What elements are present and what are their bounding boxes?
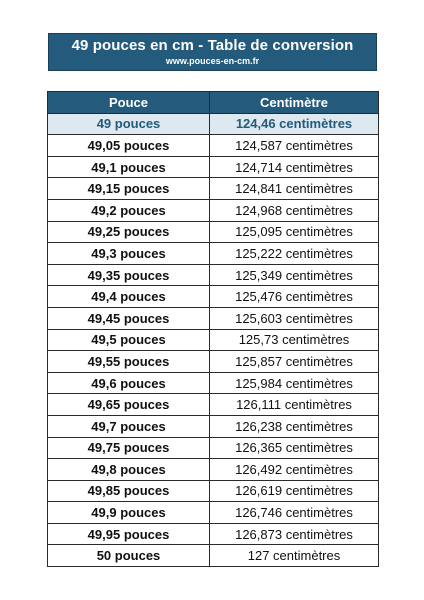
table-row: 49,6 pouces 125,984 centimètres [47, 371, 379, 395]
inch-value-cell: 49,4 pouces [47, 285, 210, 308]
cm-value-cell: 124,587 centimètres [209, 134, 379, 157]
cm-value-cell: 126,492 centimètres [209, 458, 379, 481]
cm-value-cell: 126,238 centimètres [209, 414, 379, 438]
inch-value-cell: 49,85 pouces [47, 479, 210, 503]
cm-value-cell: 126,111 centimètres [209, 393, 379, 416]
cm-value-cell: 126,619 centimètres [209, 479, 379, 503]
page-title: 49 pouces en cm - Table de conversion [71, 37, 354, 54]
table-row: 49,85 pouces 126,619 centimètres [47, 479, 379, 503]
cm-value-cell: 125,222 centimètres [209, 242, 379, 265]
conversion-table: Pouce Centimètre 49 pouces 124,46 centimè… [47, 91, 379, 568]
table-row: 49,35 pouces 125,349 centimètres [47, 263, 379, 287]
cm-value-cell: 125,73 centimètres [209, 328, 379, 352]
cm-value-cell: 124,968 centimètres [209, 198, 379, 222]
table-row: 49,3 pouces 125,222 centimètres [47, 242, 379, 265]
column-header-inch: Pouce [47, 91, 210, 114]
table-row: 49,7 pouces 126,238 centimètres [47, 414, 379, 438]
table-header-row: Pouce Centimètre [47, 91, 379, 114]
cm-value-cell: 124,841 centimètres [209, 177, 379, 200]
cm-value-cell: 125,349 centimètres [209, 263, 379, 287]
inch-value-cell: 49,6 pouces [47, 371, 210, 395]
inch-value-cell: 49,9 pouces [47, 501, 210, 524]
table-row: 49,05 pouces 124,587 centimètres [47, 134, 379, 157]
table-row: 49,8 pouces 126,492 centimètres [47, 458, 379, 481]
table-row: 49,65 pouces 126,111 centimètres [47, 393, 379, 416]
inch-value-cell: 49,05 pouces [47, 134, 210, 157]
table-row: 49,4 pouces 125,476 centimètres [47, 285, 379, 308]
inch-value-cell: 49 pouces [47, 112, 210, 136]
column-header-cm: Centimètre [209, 91, 379, 114]
cm-value-cell: 125,857 centimètres [209, 350, 379, 373]
table-row: 49,75 pouces 126,365 centimètres [47, 436, 379, 460]
table-row: 50 pouces 127 centimètres [47, 544, 379, 568]
inch-value-cell: 49,35 pouces [47, 263, 210, 287]
inch-value-cell: 49,2 pouces [47, 198, 210, 222]
cm-value-cell: 127 centimètres [209, 544, 379, 568]
cm-value-cell: 124,714 centimètres [209, 155, 379, 179]
inch-value-cell: 49,7 pouces [47, 414, 210, 438]
table-row: 49,2 pouces 124,968 centimètres [47, 198, 379, 222]
cm-value-cell: 126,365 centimètres [209, 436, 379, 460]
table-row: 49,25 pouces 125,095 centimètres [47, 220, 379, 244]
table-row: 49,9 pouces 126,746 centimètres [47, 501, 379, 524]
table-body: 49 pouces 124,46 centimètres 49,05 pouces 1… [47, 112, 379, 568]
title-banner: 49 pouces en cm - Table de conversion ww… [48, 33, 377, 71]
table-row-highlighted: 49 pouces 124,46 centimètres [47, 112, 379, 136]
inch-value-cell: 49,95 pouces [47, 522, 210, 546]
cm-value-cell: 125,984 centimètres [209, 371, 379, 395]
cm-value-cell: 125,095 centimètres [209, 220, 379, 244]
inch-value-cell: 49,15 pouces [47, 177, 210, 200]
inch-value-cell: 49,75 pouces [47, 436, 210, 460]
inch-value-cell: 49,3 pouces [47, 242, 210, 265]
inch-value-cell: 49,45 pouces [47, 306, 210, 330]
table-row: 49,55 pouces 125,857 centimètres [47, 350, 379, 373]
cm-value-cell: 126,873 centimètres [209, 522, 379, 546]
cm-value-cell: 125,603 centimètres [209, 306, 379, 330]
cm-value-cell: 124,46 centimètres [209, 112, 379, 136]
cm-value-cell: 126,746 centimètres [209, 501, 379, 524]
inch-value-cell: 50 pouces [47, 544, 210, 568]
inch-value-cell: 49,1 pouces [47, 155, 210, 179]
table-row: 49,15 pouces 124,841 centimètres [47, 177, 379, 200]
table-row: 49,5 pouces 125,73 centimètres [47, 328, 379, 352]
cm-value-cell: 125,476 centimètres [209, 285, 379, 308]
inch-value-cell: 49,25 pouces [47, 220, 210, 244]
table-row: 49,1 pouces 124,714 centimètres [47, 155, 379, 179]
inch-value-cell: 49,65 pouces [47, 393, 210, 416]
table-row: 49,45 pouces 125,603 centimètres [47, 306, 379, 330]
inch-value-cell: 49,55 pouces [47, 350, 210, 373]
website-url: www.pouces-en-cm.fr [165, 56, 260, 66]
table-row: 49,95 pouces 126,873 centimètres [47, 522, 379, 546]
inch-value-cell: 49,5 pouces [47, 328, 210, 352]
inch-value-cell: 49,8 pouces [47, 458, 210, 481]
